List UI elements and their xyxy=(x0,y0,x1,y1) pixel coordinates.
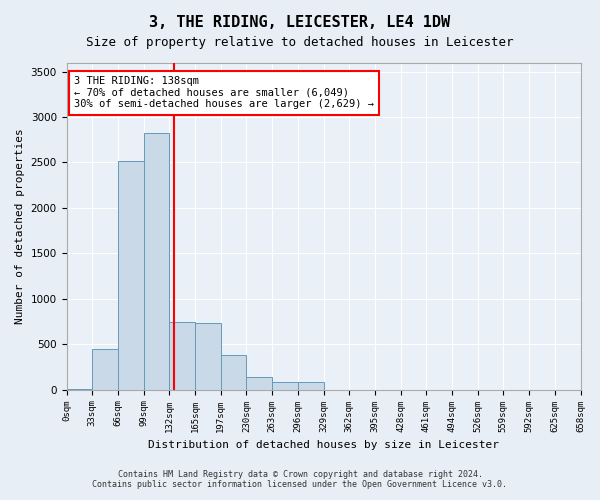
Bar xyxy=(92,349,118,390)
Bar xyxy=(247,377,272,390)
Bar xyxy=(169,322,195,390)
Text: Contains HM Land Registry data © Crown copyright and database right 2024.
Contai: Contains HM Land Registry data © Crown c… xyxy=(92,470,508,489)
Text: 3 THE RIDING: 138sqm
← 70% of detached houses are smaller (6,049)
30% of semi-de: 3 THE RIDING: 138sqm ← 70% of detached h… xyxy=(74,76,374,110)
Bar xyxy=(272,382,298,390)
Bar xyxy=(195,324,221,390)
Bar xyxy=(298,382,323,390)
Bar xyxy=(143,134,169,390)
Y-axis label: Number of detached properties: Number of detached properties xyxy=(15,128,25,324)
Bar xyxy=(221,355,247,390)
Text: 3, THE RIDING, LEICESTER, LE4 1DW: 3, THE RIDING, LEICESTER, LE4 1DW xyxy=(149,15,451,30)
Text: Size of property relative to detached houses in Leicester: Size of property relative to detached ho… xyxy=(86,36,514,49)
X-axis label: Distribution of detached houses by size in Leicester: Distribution of detached houses by size … xyxy=(148,440,499,450)
Bar xyxy=(118,160,143,390)
